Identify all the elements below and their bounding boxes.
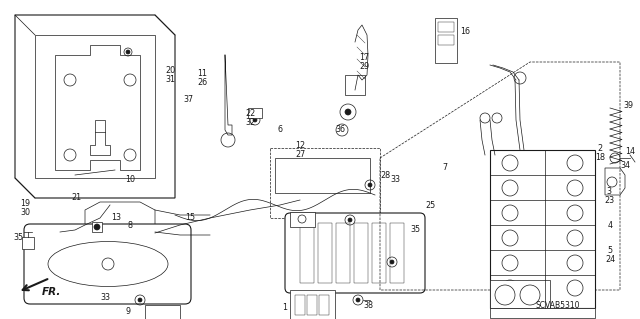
Circle shape — [253, 118, 257, 122]
FancyBboxPatch shape — [24, 224, 191, 304]
Text: 4: 4 — [607, 220, 612, 229]
Bar — [290, 212, 315, 227]
Text: 33: 33 — [100, 293, 110, 301]
Text: 12
27: 12 27 — [295, 141, 305, 159]
Text: 39: 39 — [623, 100, 633, 109]
Text: 37: 37 — [183, 95, 193, 105]
Text: 33: 33 — [390, 175, 400, 184]
Text: 11
26: 11 26 — [197, 69, 207, 87]
Bar — [248, 108, 262, 118]
Bar — [318, 223, 332, 283]
Bar — [390, 223, 404, 283]
Text: 17
29: 17 29 — [359, 53, 369, 71]
Ellipse shape — [48, 241, 168, 286]
Bar — [270, 148, 380, 218]
Bar — [372, 223, 386, 283]
Text: 6: 6 — [278, 125, 282, 135]
Text: 2
18: 2 18 — [595, 144, 605, 162]
Text: 34: 34 — [620, 160, 630, 169]
Circle shape — [345, 109, 351, 115]
Text: 28: 28 — [380, 170, 390, 180]
Circle shape — [94, 224, 100, 230]
Bar — [438, 35, 454, 45]
Bar — [307, 295, 317, 315]
Text: 22
32: 22 32 — [245, 109, 255, 127]
Text: 5
24: 5 24 — [605, 246, 615, 264]
Bar — [300, 223, 314, 283]
Bar — [490, 308, 595, 318]
Bar — [22, 237, 34, 249]
FancyBboxPatch shape — [285, 213, 425, 293]
Text: 9: 9 — [125, 308, 131, 316]
Bar — [92, 222, 102, 232]
Text: 35: 35 — [410, 226, 420, 234]
Text: 25: 25 — [425, 201, 435, 210]
Bar — [319, 295, 329, 315]
Circle shape — [368, 183, 372, 187]
Bar — [435, 18, 457, 63]
Bar — [145, 305, 180, 319]
Circle shape — [390, 260, 394, 264]
Circle shape — [348, 218, 352, 222]
Text: 38: 38 — [363, 300, 373, 309]
Bar — [336, 223, 350, 283]
Text: 19
30: 19 30 — [20, 199, 30, 217]
Circle shape — [126, 50, 130, 54]
Text: 13: 13 — [111, 213, 121, 222]
Text: 21: 21 — [71, 192, 81, 202]
Circle shape — [138, 298, 142, 302]
Text: 7: 7 — [442, 164, 447, 173]
Text: 36: 36 — [335, 125, 345, 135]
Bar — [290, 290, 335, 319]
Bar — [354, 223, 368, 283]
Text: 3
23: 3 23 — [604, 187, 614, 205]
Text: 10: 10 — [125, 175, 135, 184]
Text: 15: 15 — [185, 213, 195, 222]
Bar — [275, 158, 370, 193]
Bar — [490, 280, 550, 308]
Text: 20
31: 20 31 — [165, 66, 175, 84]
Circle shape — [356, 298, 360, 302]
Text: 1: 1 — [282, 303, 287, 313]
Text: 14: 14 — [625, 147, 635, 157]
Bar — [295, 295, 305, 315]
Bar — [490, 150, 595, 308]
Text: 35: 35 — [13, 233, 23, 241]
Bar — [438, 22, 454, 32]
Text: SCVAB5310: SCVAB5310 — [536, 300, 580, 309]
Text: 8: 8 — [127, 220, 132, 229]
Text: 16: 16 — [460, 27, 470, 36]
Text: FR.: FR. — [42, 287, 61, 297]
